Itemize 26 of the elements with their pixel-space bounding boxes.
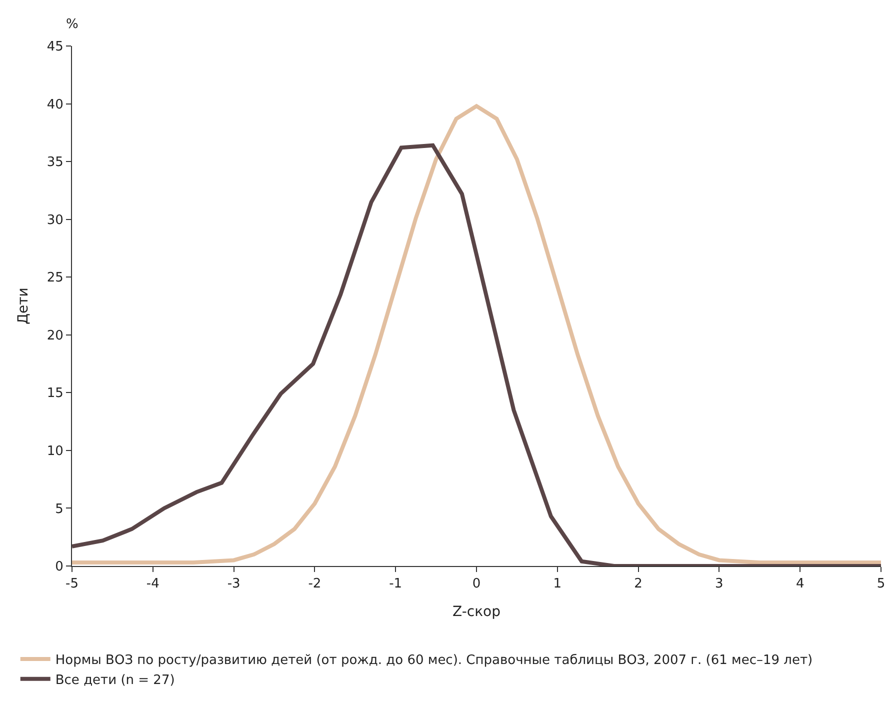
x-tick-label: -2 <box>308 576 322 592</box>
x-tick-label: -4 <box>146 576 160 592</box>
legend-label: Все дети (n = 27) <box>55 672 175 688</box>
x-tick-label: 4 <box>796 576 804 592</box>
y-tick-label: 10 <box>46 444 64 459</box>
y-tick-label: 0 <box>55 560 64 575</box>
x-tick-label: 2 <box>634 576 642 592</box>
x-tick-label: 0 <box>472 576 481 592</box>
x-tick-label: 1 <box>553 576 562 592</box>
x-tick-label: 5 <box>876 576 886 592</box>
y-tick-label: 25 <box>46 270 64 286</box>
legend-label: Нормы ВОЗ по росту/развитию детей (от рожд. до 60 мес). Справочные таблицы ВОЗ, 2007 г. (61 мес–19 лет) <box>55 653 813 668</box>
y-tick-label: 20 <box>46 328 64 344</box>
x-tick-label: -3 <box>227 576 240 592</box>
x-tick-label: 3 <box>715 576 724 592</box>
x-axis-title: Z-скор <box>452 604 501 620</box>
x-tick-label: -1 <box>389 576 402 592</box>
y-tick-label: 15 <box>46 386 64 402</box>
y-tick-label: 5 <box>55 502 64 517</box>
y-tick-label: 30 <box>46 212 64 228</box>
y-tick-label: 35 <box>46 155 64 170</box>
y-tick-label: 45 <box>46 40 64 55</box>
text: % <box>66 17 78 32</box>
y-axis-title: Дети <box>15 288 32 324</box>
y-tick-label: 40 <box>46 97 64 112</box>
x-tick-label: -5 <box>66 576 78 592</box>
